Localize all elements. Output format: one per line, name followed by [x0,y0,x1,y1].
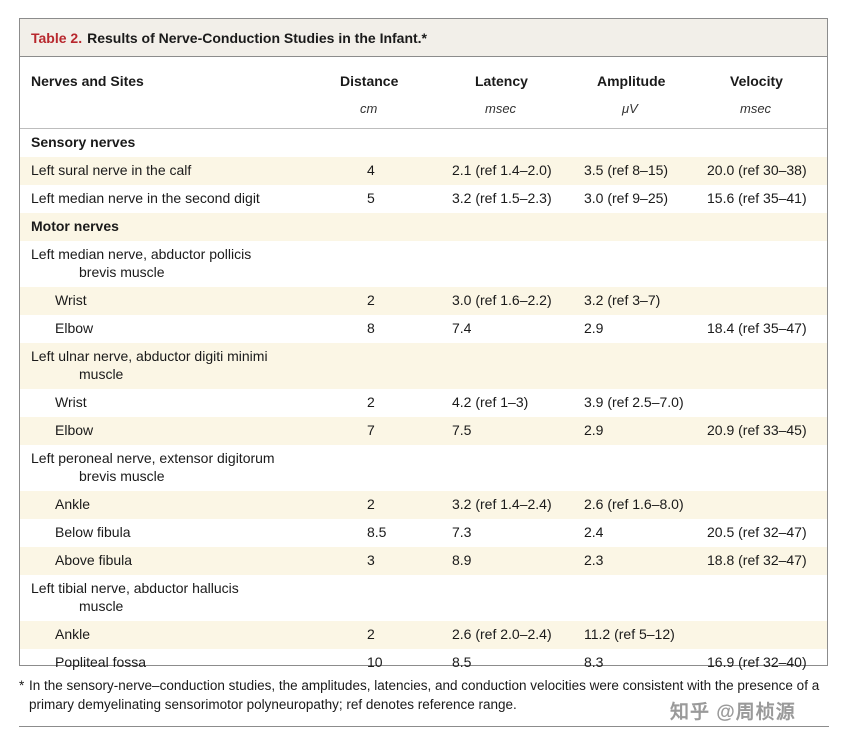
row-label: Left median nerve in the second digit [31,190,260,206]
footnote-mark: * [19,678,25,693]
cell-distance: 3 [367,552,375,568]
results-table: Table 2. Results of Nerve-Conduction Stu… [19,18,828,670]
cell-latency: 2.6 (ref 2.0–2.4) [452,626,552,642]
cell-distance: 8 [367,320,375,336]
cell-amplitude: 11.2 (ref 5–12) [584,626,675,642]
cell-velocity: 20.9 (ref 33–45) [707,422,807,438]
cell-velocity: 16.9 (ref 32–40) [707,654,807,670]
cell-amplitude: 3.5 (ref 8–15) [584,162,669,178]
table-row: Wrist 2 3.0 (ref 1.6–2.2) 3.2 (ref 3–7) [20,287,827,315]
group-row: Left peroneal nerve, extensor digitorum b… [20,445,827,491]
row-label: Above fibula [55,552,133,568]
cell-distance: 2 [367,626,375,642]
cell-distance: 2 [367,496,375,512]
row-label: Left median nerve, abductor pollicis [31,246,252,262]
table-row: Left sural nerve in the calf 4 2.1 (ref 1.… [20,157,827,185]
cell-distance: 4 [367,162,375,178]
table-title: Table 2. Results of Nerve-Conduction Stu… [20,19,827,57]
table-header: Nerves and Sites Distance Latency Amplit… [20,57,827,129]
cell-distance: 7 [367,422,375,438]
cell-latency: 4.2 (ref 1–3) [452,394,529,410]
group-row: Left tibial nerve, abductor hallucis musc… [20,575,827,621]
table-row: Elbow 8 7.4 2.9 18.4 (ref 35–47) [20,315,827,343]
unit-distance: cm [360,101,378,116]
row-label: Below fibula [55,524,131,540]
bottom-rule [19,726,829,727]
row-label: Wrist [55,292,87,308]
cell-latency: 8.5 [452,654,472,670]
cell-distance: 2 [367,394,375,410]
group-row: Left ulnar nerve, abductor digiti minimi… [20,343,827,389]
row-label-continued: muscle [79,366,124,382]
watermark: 知乎 @周桢源 [670,702,796,723]
table-row: Wrist 2 4.2 (ref 1–3) 3.9 (ref 2.5–7.0) [20,389,827,417]
row-label: Sensory nerves [31,134,136,150]
cell-amplitude: 3.9 (ref 2.5–7.0) [584,394,684,410]
table-row: Popliteal fossa 10 8.5 8.3 16.9 (ref 32–40) [20,649,827,677]
header-distance: Distance [340,73,399,89]
cell-velocity: 18.4 (ref 35–47) [707,320,807,336]
cell-latency: 7.4 [452,320,472,336]
cell-amplitude: 3.0 (ref 9–25) [584,190,669,206]
cell-latency: 3.2 (ref 1.4–2.4) [452,496,552,512]
row-label: Left tibial nerve, abductor hallucis [31,580,239,596]
cell-latency: 2.1 (ref 1.4–2.0) [452,162,552,178]
cell-amplitude: 2.9 [584,320,604,336]
group-row: Left median nerve, abductor pollicis brev… [20,241,827,287]
unit-latency: msec [485,101,517,116]
cell-velocity: 15.6 (ref 35–41) [707,190,807,206]
table-body: Sensory nerves Left sural nerve in the ca… [20,129,827,677]
table-title-text: Results of Nerve-Conduction Studies in t… [87,29,428,46]
cell-latency: 8.9 [452,552,472,568]
header-nerves-and-sites: Nerves and Sites [31,73,144,89]
table-row: Above fibula 3 8.9 2.3 18.8 (ref 32–47) [20,547,827,575]
cell-velocity: 20.0 (ref 30–38) [707,162,807,178]
section-row: Motor nerves [20,213,827,241]
row-label: Wrist [55,394,87,410]
row-label: Elbow [55,320,94,336]
row-label: Popliteal fossa [55,654,147,670]
row-label: Ankle [55,626,91,642]
row-label: Ankle [55,496,91,512]
table-row: Ankle 2 3.2 (ref 1.4–2.4) 2.6 (ref 1.6–8.0) [20,491,827,519]
row-label: Left peroneal nerve, extensor digitorum [31,450,275,466]
cell-amplitude: 2.3 [584,552,604,568]
cell-amplitude: 2.9 [584,422,604,438]
row-label-continued: muscle [79,598,124,614]
table-row: Below fibula 8.5 7.3 2.4 20.5 (ref 32–47) [20,519,827,547]
table-row: Elbow 7 7.5 2.9 20.9 (ref 33–45) [20,417,827,445]
table-row: Left median nerve in the second digit 5 3.… [20,185,827,213]
cell-amplitude: 2.4 [584,524,604,540]
cell-distance: 10 [367,654,383,670]
row-label-continued: brevis muscle [79,468,165,484]
cell-latency: 3.2 (ref 1.5–2.3) [452,190,552,206]
unit-velocity: msec [740,101,772,116]
row-label-continued: brevis muscle [79,264,165,280]
row-label: Left sural nerve in the calf [31,162,192,178]
table-row: Ankle 2 2.6 (ref 2.0–2.4) 11.2 (ref 5–12) [20,621,827,649]
cell-velocity: 20.5 (ref 32–47) [707,524,807,540]
cell-latency: 7.5 [452,422,472,438]
row-label: Left ulnar nerve, abductor digiti minimi [31,348,268,364]
cell-distance: 2 [367,292,375,308]
table-number: Table 2. [31,29,83,46]
cell-amplitude: 8.3 [584,654,604,670]
cell-amplitude: 2.6 (ref 1.6–8.0) [584,496,684,512]
cell-distance: 8.5 [367,524,387,540]
cell-distance: 5 [367,190,375,206]
footnote-text: In the sensory-nerve–conduction studies,… [29,678,820,712]
section-row: Sensory nerves [20,129,827,157]
unit-amplitude: μV [622,101,638,116]
row-label: Motor nerves [31,218,119,234]
cell-latency: 7.3 [452,524,472,540]
header-latency: Latency [475,73,528,89]
row-label: Elbow [55,422,94,438]
cell-velocity: 18.8 (ref 32–47) [707,552,807,568]
header-amplitude: Amplitude [597,73,666,89]
cell-amplitude: 3.2 (ref 3–7) [584,292,661,308]
cell-latency: 3.0 (ref 1.6–2.2) [452,292,552,308]
header-velocity: Velocity [730,73,783,89]
